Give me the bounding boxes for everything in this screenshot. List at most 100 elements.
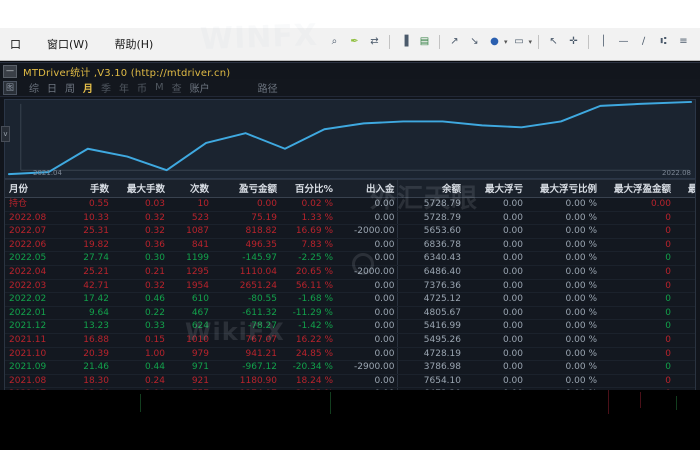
- table-row[interactable]: 2022.05 27.74 0.30 1199 -145.97 -2.25 % 0.00 63…: [5, 251, 695, 266]
- chart-line-icon[interactable]: ↗: [450, 36, 459, 47]
- col-header-max-lots[interactable]: 最大手数: [111, 180, 167, 198]
- tab-quarter[interactable]: 季: [101, 84, 111, 95]
- cell-8: 0.00: [463, 251, 525, 266]
- menu-window[interactable]: 窗口(W): [47, 38, 89, 51]
- table-row[interactable]: 2021.11 16.88 0.15 1010 767.07 16.22 % 0.00 549…: [5, 333, 695, 348]
- col-header-lots[interactable]: 手数: [63, 180, 111, 198]
- table-row[interactable]: 持仓 0.55 0.03 10 0.00 0.02 % 0.00 5728.79 0.00 0.0…: [5, 197, 695, 212]
- cell-0: 2021.11: [5, 333, 63, 348]
- tab-currency[interactable]: 币: [137, 84, 147, 95]
- table-row[interactable]: 2022.03 42.71 0.32 1954 2651.24 56.11 % 0.00 73…: [5, 279, 695, 294]
- table-row[interactable]: 2022.04 25.21 0.21 1295 1110.04 20.65 % -2000.…: [5, 265, 695, 280]
- col-header-count[interactable]: 次数: [167, 180, 211, 198]
- cell-6: -2000.00: [335, 224, 397, 239]
- table-row[interactable]: 2022.02 17.42 0.46 610 -80.55 -1.68 % 0.00 4725…: [5, 292, 695, 307]
- cell-1: 13.23: [63, 319, 111, 334]
- cell-10: 0: [599, 238, 673, 253]
- cell-7: 5416.99: [396, 319, 463, 334]
- magnifier-icon[interactable]: ⌕: [331, 36, 338, 47]
- col-header-max-float-profit-ratio[interactable]: 最大浮盈比例: [673, 180, 695, 198]
- cell-0: 2021.12: [5, 319, 63, 334]
- menu-truncated[interactable]: 口: [10, 38, 21, 51]
- path-label[interactable]: 路径: [257, 84, 278, 95]
- cursor-arrow-icon[interactable]: ↖: [549, 36, 558, 47]
- cell-9: 0.00 %: [525, 347, 599, 362]
- cell-9: 0.00 %: [525, 251, 599, 266]
- table-row[interactable]: 2022.01 9.64 0.22 467 -611.32 -11.29 % 0.00 480…: [5, 306, 695, 321]
- tab-magic[interactable]: M: [155, 82, 164, 93]
- box-icon[interactable]: ▭: [514, 36, 524, 47]
- cell-8: 0.00: [463, 238, 525, 253]
- cell-9: 0.00 %: [525, 292, 599, 307]
- table-row[interactable]: 2021.10 20.39 1.00 979 941.21 24.85 % 0.00 4728…: [5, 347, 695, 362]
- vertical-line-icon[interactable]: │: [600, 36, 607, 47]
- menu-help[interactable]: 帮助(H): [114, 38, 154, 51]
- cell-3: 523: [167, 211, 211, 226]
- chart-bar-icon[interactable]: ▐: [400, 36, 409, 47]
- cell-10: 0.00: [599, 197, 673, 212]
- cell-5: 20.65 %: [279, 265, 335, 280]
- pen-icon[interactable]: ✒: [350, 36, 359, 47]
- cell-9: 0.00 %: [525, 238, 599, 253]
- minimize-button[interactable]: —: [3, 64, 17, 78]
- cell-5: -1.68 %: [279, 292, 335, 307]
- cell-7: 4728.19: [396, 347, 463, 362]
- tab-week[interactable]: 周: [65, 84, 75, 95]
- cell-8: 0.00: [463, 292, 525, 307]
- cell-8: 0.00: [463, 374, 525, 389]
- cell-5: 18.24 %: [279, 374, 335, 389]
- cell-7: 6836.78: [396, 238, 463, 253]
- chart-scale-handle[interactable]: v: [1, 126, 10, 142]
- col-header-balance[interactable]: 余额: [396, 180, 463, 198]
- chevron-down-icon-2[interactable]: ▾: [528, 37, 532, 46]
- col-header-max-float-profit[interactable]: 最大浮盈金额: [599, 180, 673, 198]
- chart-area-icon[interactable]: ↘: [470, 36, 479, 47]
- cell-1: 10.33: [63, 211, 111, 226]
- cell-7: 6486.40: [396, 265, 463, 280]
- tab-year[interactable]: 年: [119, 84, 129, 95]
- table-row[interactable]: 2021.09 21.46 0.44 971 -967.12 -20.34 % -2900.…: [5, 360, 695, 375]
- col-header-month[interactable]: 月份: [5, 180, 63, 198]
- cell-5: 1.33 %: [279, 211, 335, 226]
- cell-1: 9.64: [63, 306, 111, 321]
- col-header-max-float-loss[interactable]: 最大浮亏: [463, 180, 525, 198]
- col-header-deposit[interactable]: 出入金: [335, 180, 397, 198]
- cell-4: 0.00: [211, 197, 279, 212]
- cell-2: 0.24: [111, 374, 167, 389]
- table-row[interactable]: 2021.12 13.23 0.33 624 -78.27 -1.42 % 0.00 5416…: [5, 319, 695, 334]
- cell-8: 0.00: [463, 347, 525, 362]
- horizontal-line-icon[interactable]: —: [618, 36, 629, 47]
- tab-day[interactable]: 日: [47, 84, 57, 95]
- col-header-percent[interactable]: 百分比%: [279, 180, 335, 198]
- toolbar-separator-3: [538, 34, 539, 49]
- cell-2: 0.15: [111, 333, 167, 348]
- crosshair-icon[interactable]: ✛: [569, 36, 578, 47]
- cell-8: 0.00: [463, 197, 525, 212]
- cell-11: 0.00 %: [673, 374, 695, 389]
- channel-icon[interactable]: ≡: [679, 36, 688, 47]
- table-row[interactable]: 2022.07 25.31 0.32 1087 818.82 16.69 % -2000.0…: [5, 224, 695, 239]
- cell-1: 20.39: [63, 347, 111, 362]
- cell-5: 56.11 %: [279, 279, 335, 294]
- tab-overview[interactable]: 综: [29, 84, 39, 95]
- cell-8: 0.00: [463, 333, 525, 348]
- circle-blue-icon[interactable]: ●: [490, 36, 499, 47]
- tab-month[interactable]: 月: [83, 84, 93, 95]
- table-row[interactable]: 2022.06 19.82 0.36 841 496.35 7.83 % 0.00 6836.…: [5, 238, 695, 253]
- trendline-icon[interactable]: ∕: [641, 36, 646, 47]
- chevron-down-icon-1[interactable]: ▾: [503, 37, 508, 46]
- table-row[interactable]: 2022.08 10.33 0.32 523 75.19 1.33 % 0.00 5728.7…: [5, 211, 695, 226]
- col-header-pnl[interactable]: 盈亏金额: [211, 180, 279, 198]
- swap-icon[interactable]: ⇄: [370, 36, 379, 47]
- toolbar-separator-1: [388, 34, 390, 49]
- tab-query[interactable]: 查: [171, 84, 182, 95]
- col-header-max-float-loss-ratio[interactable]: 最大浮亏比例: [525, 180, 599, 198]
- table-row[interactable]: 2021.08 18.30 0.24 921 1180.90 18.24 % 0.00 765…: [5, 374, 695, 389]
- fibonacci-icon[interactable]: ⑆: [660, 36, 667, 47]
- cell-5: 24.85 %: [279, 347, 335, 362]
- toolbar-separator-2: [438, 34, 440, 49]
- tab-account[interactable]: 账户: [189, 84, 210, 95]
- cell-11: 0.00 %: [673, 347, 695, 362]
- equity-curve-chart[interactable]: v 2021.04 2022.08: [1, 99, 696, 179]
- table-icon[interactable]: ▤: [419, 36, 430, 47]
